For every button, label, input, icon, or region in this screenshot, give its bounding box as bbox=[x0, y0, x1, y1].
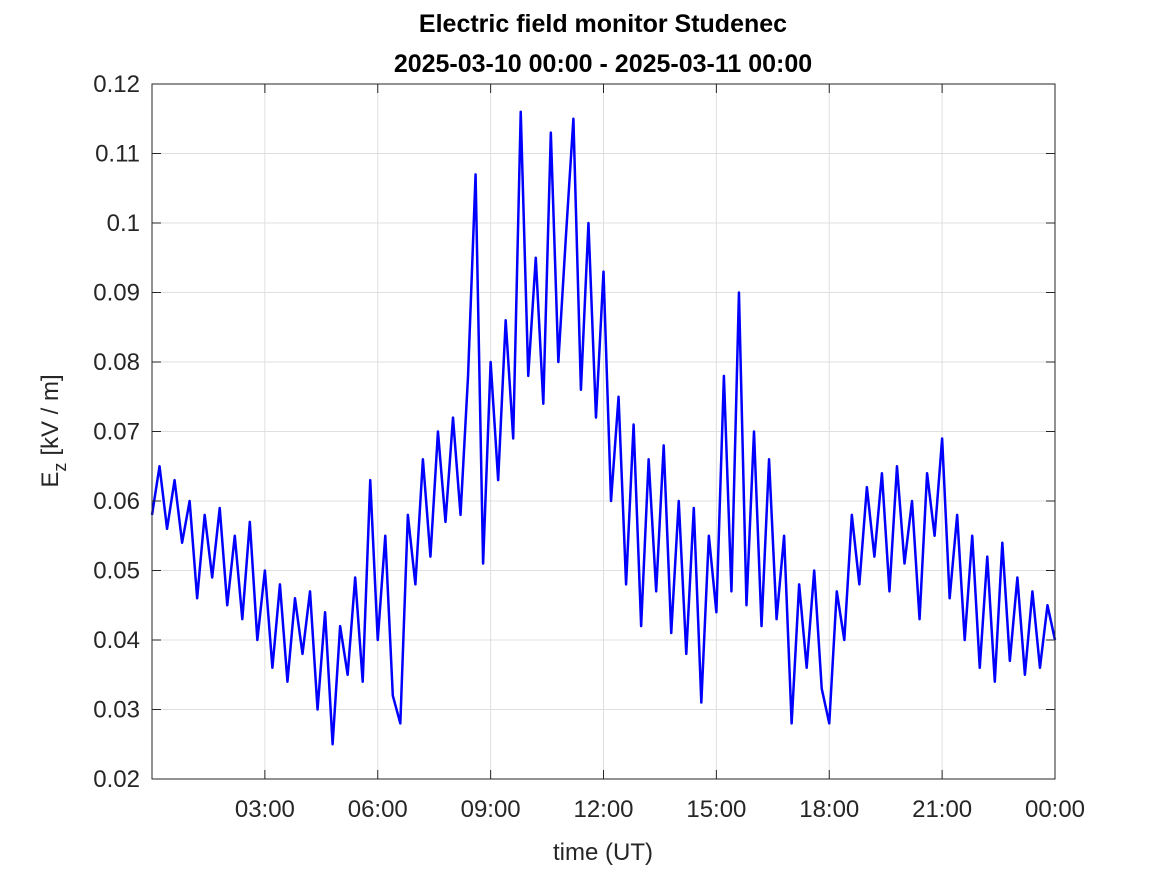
x-axis-label: time (UT) bbox=[553, 839, 653, 866]
chart-subtitle: 2025-03-10 00:00 - 2025-03-11 00:00 bbox=[394, 50, 812, 78]
x-tick-label: 06:00 bbox=[348, 796, 408, 823]
x-tick-label: 03:00 bbox=[235, 796, 295, 823]
x-tick-label: 15:00 bbox=[686, 796, 746, 823]
y-axis-label: Ez [kV / m] bbox=[37, 374, 70, 487]
y-label-sub: z bbox=[50, 463, 70, 472]
data-line bbox=[150, 110, 1057, 746]
y-tick-label: 0.12 bbox=[93, 71, 140, 98]
y-tick-label: 0.02 bbox=[93, 766, 140, 793]
y-tick-label: 0.07 bbox=[93, 419, 140, 446]
y-tick-label: 0.11 bbox=[95, 141, 140, 168]
lines bbox=[150, 110, 1057, 746]
ticks: 0.02 0.03 0.04 0.05 0.06 0.07 0.08 0.09 0.1 0.11 0… bbox=[93, 71, 1085, 823]
y-tick-label: 0.08 bbox=[93, 349, 140, 376]
x-tick-label: 12:00 bbox=[573, 796, 633, 823]
x-tick-label: 18:00 bbox=[799, 796, 859, 823]
x-tick-label: 21:00 bbox=[912, 796, 972, 823]
y-label-main: E bbox=[37, 472, 64, 488]
y-label-unit: [kV / m] bbox=[37, 374, 64, 455]
y-tick-label: 0.05 bbox=[93, 558, 140, 585]
chart-title: Electric field monitor Studenec bbox=[419, 10, 787, 38]
y-tick-label: 0.03 bbox=[93, 697, 140, 724]
y-tick-label: 0.1 bbox=[107, 210, 140, 237]
x-tick-label: 09:00 bbox=[461, 796, 521, 823]
y-tick-label: 0.04 bbox=[93, 627, 140, 654]
y-tick-label: 0.06 bbox=[93, 488, 140, 515]
y-tick-label: 0.09 bbox=[93, 280, 140, 307]
x-tick-label: 00:00 bbox=[1025, 796, 1085, 823]
